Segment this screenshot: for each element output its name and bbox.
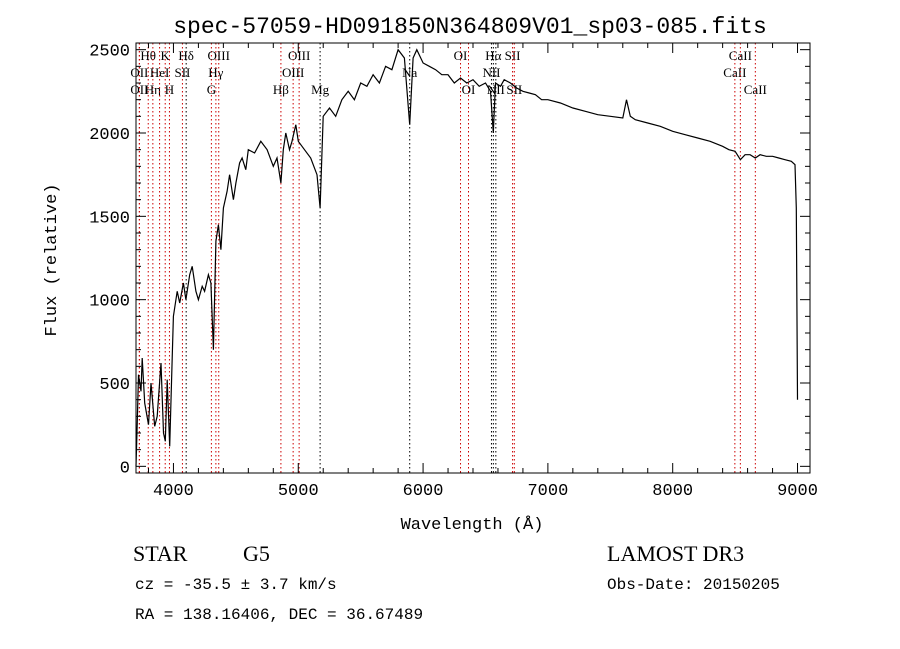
line-marker-label: SII (174, 65, 190, 80)
x-tick-label: 5000 (278, 482, 319, 501)
y-tick-label: 1500 (89, 209, 130, 228)
line-marker-label: K (161, 48, 171, 63)
y-tick-label: 1000 (89, 293, 130, 312)
y-tick-label: 0 (120, 459, 130, 478)
chart-title: spec-57059-HD091850N364809V01_sp03-085.f… (173, 14, 767, 40)
obs-date-text: Obs-Date: 20150205 (607, 576, 780, 594)
line-marker-label: CaII (744, 82, 767, 97)
object-class: STAR (133, 541, 188, 566)
line-marker-label: SII (506, 82, 522, 97)
line-marker-label: OIII (208, 48, 230, 63)
x-tick-label: 7000 (527, 482, 568, 501)
line-marker-label: NII (482, 65, 500, 80)
spectrum-line (135, 48, 799, 467)
plot-frame (135, 42, 811, 474)
x-tick-label: 9000 (777, 482, 818, 501)
line-marker-label: CaII (723, 65, 746, 80)
redshift-text: cz = -35.5 ± 3.7 km/s (135, 576, 337, 594)
line-marker-label: Hθ (140, 48, 156, 63)
line-marker-label: Hβ (273, 82, 289, 97)
line-marker-label: Mg (311, 82, 330, 97)
line-marker-label: Hγ (208, 65, 223, 80)
line-marker-label: Hδ (178, 48, 194, 63)
line-marker-label: Hη (145, 82, 161, 97)
x-axis-label: Wavelength (Å) (401, 516, 544, 535)
line-marker-label: OI (454, 48, 468, 63)
line-marker-label: HeI (150, 65, 170, 80)
line-marker-label: Na (402, 65, 417, 80)
line-marker-label: OIII (282, 65, 304, 80)
line-marker-label: SII (505, 48, 521, 63)
line-marker-label: H (165, 82, 174, 97)
x-tick-label: 8000 (652, 482, 693, 501)
y-tick-label: 2500 (89, 43, 130, 62)
y-tick-label: 500 (99, 376, 130, 395)
line-marker-label: Hα (485, 48, 501, 63)
plot-area: OIIOIIHθHηHeIKHSIIHδGHγOIIIHβOIIIOIIIMgN… (89, 42, 818, 501)
y-axis-label: Flux (relative) (43, 183, 62, 336)
line-marker-label: OII (130, 82, 148, 97)
line-marker-label: OIII (288, 48, 310, 63)
object-subclass: G5 (243, 541, 270, 566)
y-tick-label: 2000 (89, 126, 130, 145)
line-marker-label: G (207, 82, 216, 97)
x-tick-label: 4000 (153, 482, 194, 501)
line-marker-label: OI (462, 82, 476, 97)
line-marker-label: CaII (729, 48, 752, 63)
x-tick-label: 6000 (403, 482, 444, 501)
survey-label: LAMOST DR3 (607, 541, 744, 566)
coordinates-text: RA = 138.16406, DEC = 36.67489 (135, 606, 423, 624)
